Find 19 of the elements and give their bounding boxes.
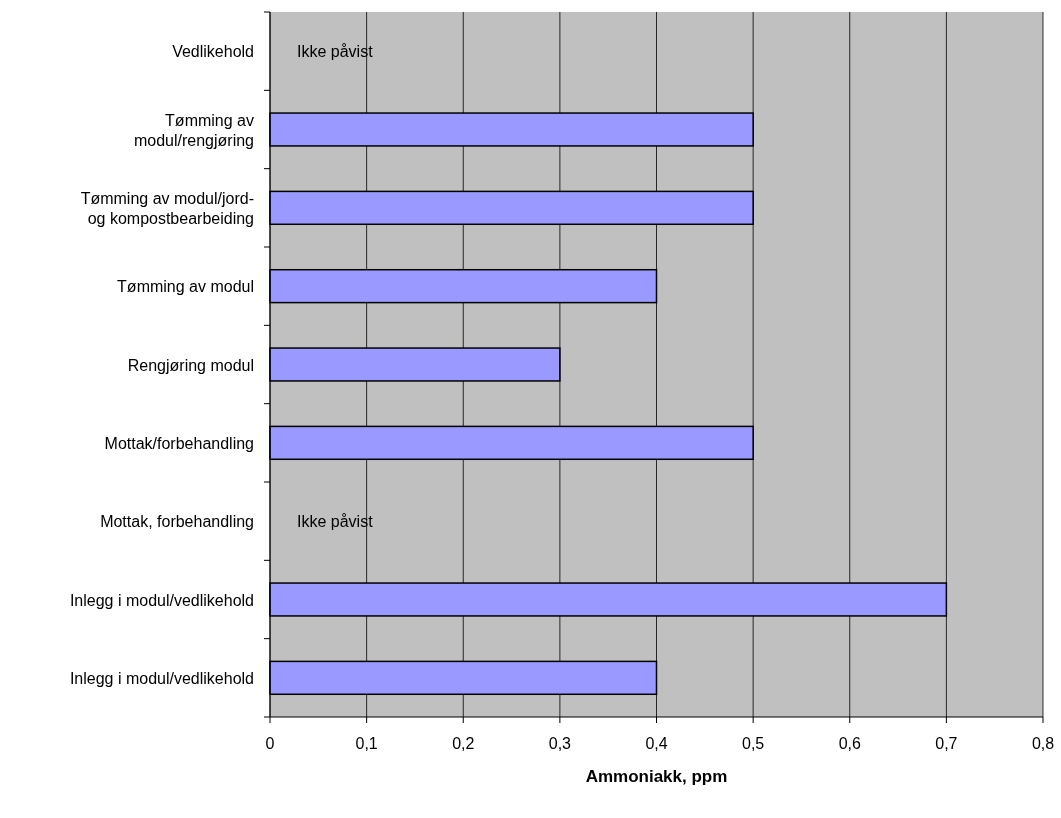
y-tick-label: Rengjøring modul [127, 356, 254, 373]
x-tick-label: 0,5 [742, 735, 765, 752]
x-tick-label: 0,4 [645, 735, 668, 752]
y-tick-label: Mottak/forbehandling [104, 434, 254, 452]
x-tick-label: 0,6 [838, 735, 861, 752]
y-tick-label: Inlegg i modul/vedlikehold [69, 591, 254, 608]
x-tick-label: 0,3 [548, 735, 572, 752]
y-tick-label: Inlegg i modul/vedlikehold [69, 669, 254, 687]
x-tick-label: 0 [265, 735, 275, 752]
y-tick-label: Tømming av modul/rengjøring [133, 111, 254, 148]
y-tick-label: Vedlikehold [172, 42, 254, 60]
x-tick-label: 0,2 [452, 735, 475, 752]
x-tick-label: 0,8 [1031, 735, 1055, 752]
y-tick-label: Tømming av modul [117, 277, 254, 295]
y-tick-label: Tømming av modul/jord- og kompostbearbeiding [80, 189, 254, 227]
x-tick-label: 0,7 [935, 735, 958, 752]
x-tick-label: 0,1 [355, 735, 378, 752]
x-axis-title: Ammoniakk, ppm [585, 767, 728, 786]
y-tick-label: Mottak, forbehandling [100, 512, 254, 530]
